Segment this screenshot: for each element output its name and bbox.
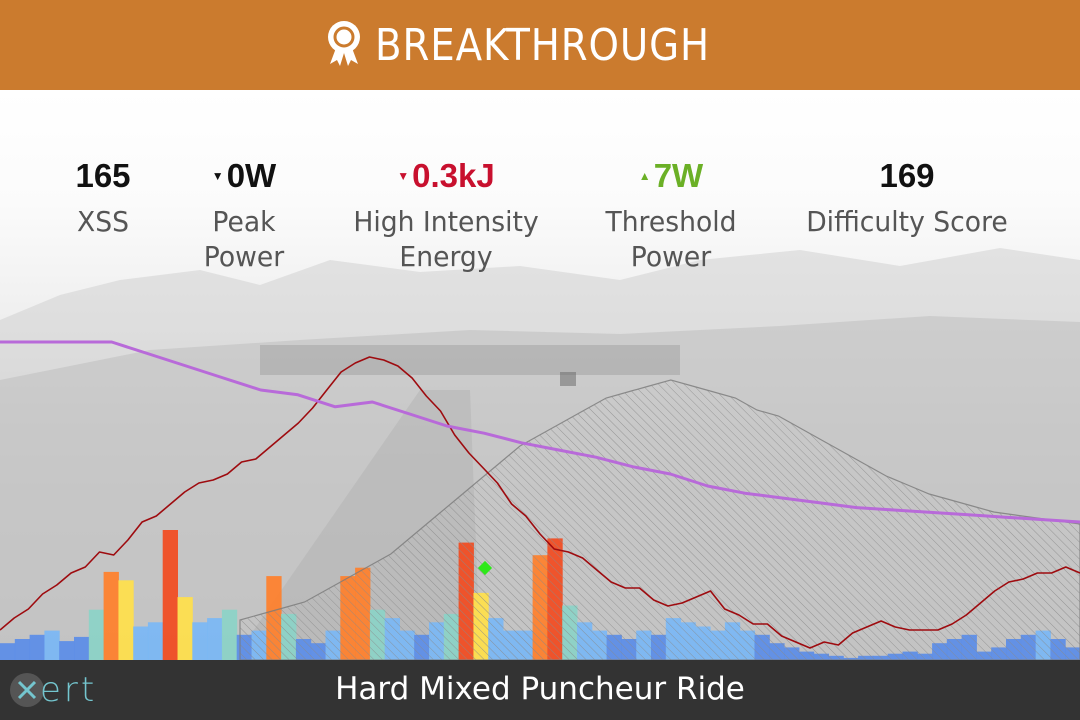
metric-xss: 165 XSS	[75, 156, 130, 239]
difficulty-score-label: Difficulty Score	[806, 205, 1008, 238]
elevation-area-path	[239, 379, 1080, 660]
power-bar	[44, 630, 60, 660]
footer-bar: ert Hard Mixed Puncheur Ride	[0, 660, 1080, 720]
peak-power-value: 0W	[226, 157, 277, 194]
peak-power-label-line: Power	[203, 240, 285, 273]
mpa-line	[0, 340, 1080, 524]
threshold-power-label-line: Threshold	[605, 205, 737, 238]
metric-threshold-power: ▲ 7W Threshold Power	[602, 156, 740, 274]
power-bar	[0, 643, 16, 660]
high-intensity-energy-value: 0.3kJ	[412, 157, 495, 194]
trend-down-icon: ▼	[397, 169, 410, 183]
metric-value: ▼ 0W	[202, 156, 287, 196]
terrain-elevation-area	[239, 379, 1080, 660]
power-bar	[147, 622, 164, 660]
logo-text: ert	[40, 670, 98, 710]
power-line	[0, 356, 1080, 649]
peak-power-label-line: Peak	[212, 205, 276, 238]
trend-up-icon: ▲	[638, 169, 651, 183]
metric-label: XSS	[77, 204, 129, 239]
metric-difficulty-score: 169 Difficulty Score	[801, 156, 1013, 239]
threshold-power-label-line: Power	[630, 240, 712, 273]
breakthrough-marker	[477, 560, 493, 576]
markers	[477, 560, 493, 576]
power-bar	[207, 618, 223, 660]
metric-label: Peak Power	[204, 204, 284, 274]
power-bar	[177, 597, 193, 660]
power-bar	[192, 622, 208, 660]
metric-high-intensity-energy: ▼ 0.3kJ High Intensity Energy	[348, 156, 543, 274]
banner-content: BREAKTHROUGH	[325, 20, 756, 71]
difficulty-score-value: 169	[879, 157, 935, 194]
power-bar	[133, 626, 149, 660]
power-bar	[103, 571, 119, 660]
metric-value: ▼ 0.3kJ	[348, 156, 543, 196]
power-bar	[29, 634, 45, 660]
power-bar	[118, 580, 134, 660]
metric-value: 165	[75, 156, 130, 196]
trend-down-icon: ▼	[211, 169, 224, 183]
metric-value: ▲ 7W	[602, 156, 740, 196]
high-intensity-energy-label-line: High Intensity	[353, 205, 539, 238]
activity-title: Hard Mixed Puncheur Ride	[335, 671, 745, 707]
award-ribbon-icon	[325, 20, 363, 71]
metric-peak-power: ▼ 0W Peak Power	[202, 156, 287, 274]
metric-label: Difficulty Score	[806, 204, 1008, 239]
metric-value: 169	[801, 156, 1013, 196]
xert-logo: ert	[10, 670, 97, 710]
power-bar	[88, 609, 105, 660]
threshold-power-value: 7W	[653, 157, 704, 194]
activity-chart	[0, 340, 1080, 660]
metric-label: Threshold Power	[605, 204, 736, 274]
power-bar	[59, 641, 75, 660]
breakthrough-banner: BREAKTHROUGH	[0, 0, 1080, 90]
xss-label: XSS	[76, 205, 129, 238]
metric-label: High Intensity Energy	[353, 204, 538, 274]
banner-title: BREAKTHROUGH	[374, 19, 710, 71]
power-bar	[162, 530, 178, 660]
xert-x-logo-icon	[10, 673, 44, 707]
xss-value: 165	[75, 157, 131, 194]
high-intensity-energy-label-line: Energy	[399, 240, 493, 273]
power-bar	[14, 639, 31, 660]
power-bar	[221, 609, 238, 660]
series-lines	[0, 340, 1080, 649]
power-bar	[74, 636, 90, 660]
